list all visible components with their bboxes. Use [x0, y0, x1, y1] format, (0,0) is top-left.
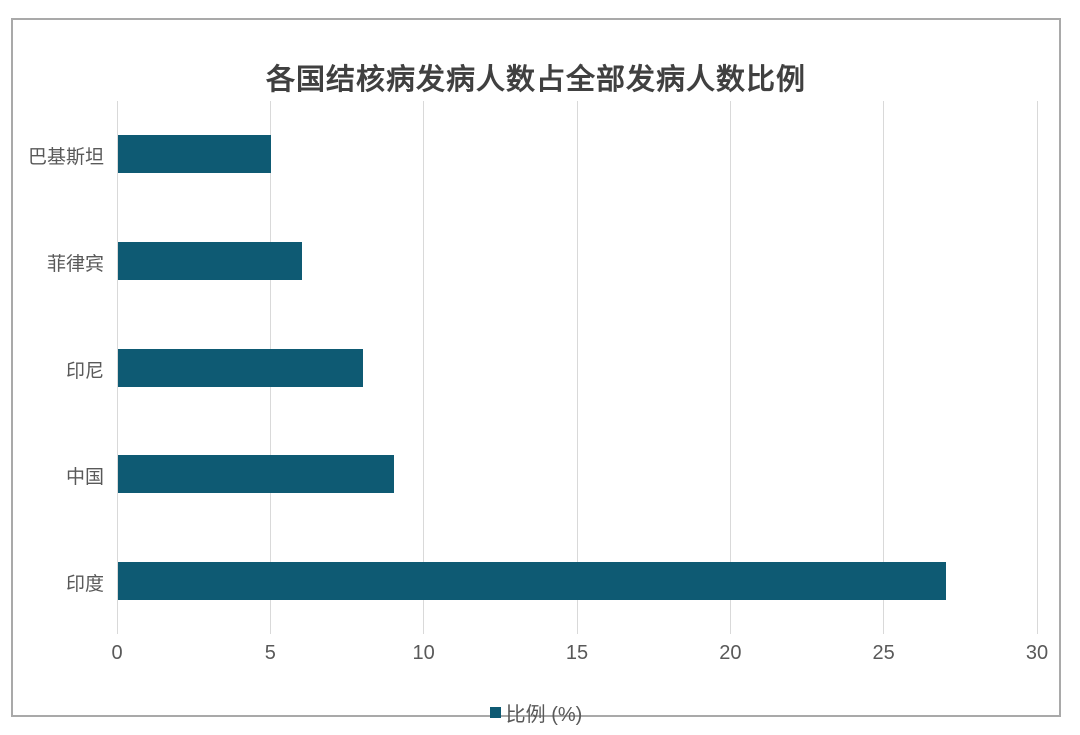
bar-印尼: [117, 348, 363, 387]
x-tick-label: 25: [872, 642, 895, 664]
x-tick-label: 15: [565, 642, 589, 664]
y-category-label: 印度: [65, 573, 104, 595]
bar-菲律宾: [117, 241, 302, 280]
y-category-label: 印尼: [65, 360, 104, 382]
bar-中国: [117, 455, 394, 494]
bar-巴基斯坦: [117, 135, 271, 174]
chart-frame-border: 各国结核病发病人数占全部发病人数比例 0 5 10 15 20 25 30 巴基斯坦菲律宾印尼…: [11, 18, 1061, 726]
gridline-x-10: [423, 101, 425, 634]
gridline-x-20: [729, 101, 731, 634]
x-tick-label: 20: [719, 642, 742, 664]
y-category-label: 中国: [65, 467, 104, 489]
gridline-x-0: [116, 101, 118, 634]
gridline-x-25: [883, 101, 885, 634]
x-tick-label: 5: [264, 642, 276, 664]
bar-印度: [117, 561, 946, 600]
y-category-label: 菲律宾: [46, 253, 104, 275]
x-tick-label: 30: [1025, 642, 1049, 664]
y-category-label: 巴基斯坦: [27, 147, 104, 169]
legend: 比例 (%): [13, 699, 1059, 726]
legend-marker-icon: [489, 706, 501, 718]
chart-title: 各国结核病发病人数占全部发病人数比例: [265, 64, 806, 96]
legend-label: 比例 (%): [505, 703, 583, 726]
gridline-x-15: [576, 101, 578, 634]
x-tick-label: 10: [412, 642, 435, 664]
gridline-x-30: [1036, 101, 1038, 634]
x-tick-label: 0: [111, 642, 123, 664]
